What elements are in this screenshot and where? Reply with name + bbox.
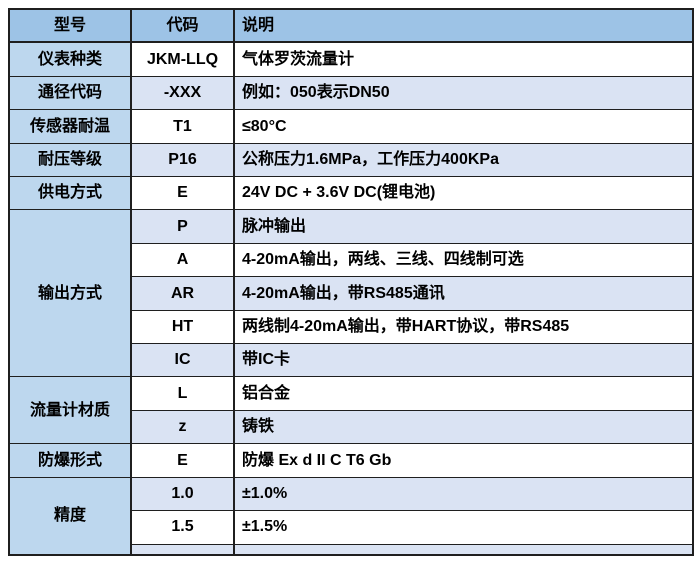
- code-cell: L: [130, 376, 235, 411]
- code-cell: IC: [130, 343, 235, 378]
- spec-row: 仪表种类 JKM-LLQ 气体罗茨流量计: [8, 41, 694, 77]
- description-cell: 铝合金: [233, 376, 694, 411]
- spec-row: 供电方式 E 24V DC + 3.6V DC(锂电池): [8, 176, 694, 211]
- code-cell: JKM-LLQ: [130, 41, 235, 77]
- header-row: 型号 代码 说明: [8, 8, 694, 43]
- spec-row: [9, 543, 694, 556]
- code-cell: 1.0: [130, 476, 235, 512]
- category-cell: 输出方式: [8, 209, 132, 378]
- description-cell: 4-20mA输出，带RS485通讯: [233, 276, 694, 311]
- code-cell: AR: [130, 276, 235, 311]
- column-header-description: 说明: [233, 8, 694, 43]
- code-cell: P: [130, 209, 235, 244]
- description-cell: 两线制4-20mA输出，带HART协议，带RS485: [233, 309, 694, 345]
- code-cell: z: [130, 409, 235, 445]
- description-cell: 铸铁: [233, 409, 694, 445]
- column-header-model: 型号: [8, 8, 132, 43]
- spec-row: AR 4-20mA输出，带RS485通讯: [9, 276, 694, 311]
- description-cell: 例如：050表示DN50: [233, 75, 694, 111]
- code-cell: P16: [130, 142, 235, 178]
- description-cell: 防爆 Ex d II C T6 Gb: [233, 443, 694, 478]
- description-cell: 公称压力1.6MPa，工作压力400KPa: [233, 142, 694, 178]
- spec-row: 流量计材质 L 铝合金: [8, 376, 694, 445]
- description-cell: 气体罗茨流量计: [233, 41, 694, 77]
- spec-row: 传感器耐温 T1 ≤80°C: [8, 109, 694, 144]
- spec-row: A 4-20mA输出，两线、三线、四线制可选: [9, 242, 694, 278]
- category-cell: 防爆形式: [8, 443, 132, 478]
- description-cell: ±1.5%: [233, 510, 694, 545]
- code-cell: [130, 543, 235, 556]
- category-cell: 耐压等级: [8, 142, 132, 178]
- spec-row: 耐压等级 P16 公称压力1.6MPa，工作压力400KPa: [8, 142, 694, 178]
- spec-row: HT 两线制4-20mA输出，带HART协议，带RS485: [9, 309, 694, 345]
- code-cell: E: [130, 176, 235, 211]
- description-cell: 4-20mA输出，两线、三线、四线制可选: [233, 242, 694, 278]
- description-cell: ≤80°C: [233, 109, 694, 144]
- column-header-code: 代码: [130, 8, 235, 43]
- code-cell: HT: [130, 309, 235, 345]
- code-cell: T1: [130, 109, 235, 144]
- spec-row: IC 带IC卡: [9, 343, 694, 378]
- category-cell: 通径代码: [8, 75, 132, 111]
- category-cell: 精度: [8, 476, 132, 556]
- description-cell: 带IC卡: [233, 343, 694, 378]
- product-spec-table: 型号 代码 说明 仪表种类 JKM-LLQ 气体罗茨流量计 通径代码 -XXX 例如：05…: [8, 8, 694, 556]
- spec-row: 通径代码 -XXX 例如：050表示DN50: [8, 75, 694, 111]
- description-cell: 24V DC + 3.6V DC(锂电池): [233, 176, 694, 211]
- category-cell: 传感器耐温: [8, 109, 132, 144]
- spec-table-body: 仪表种类 JKM-LLQ 气体罗茨流量计 通径代码 -XXX 例如：050表示DN50 传感…: [8, 41, 694, 556]
- code-cell: A: [130, 242, 235, 278]
- category-cell: 流量计材质: [8, 376, 132, 445]
- category-cell: 仪表种类: [8, 41, 132, 77]
- code-cell: 1.5: [130, 510, 235, 545]
- spec-row: 精度 1.0 ±1.0%: [8, 476, 694, 556]
- description-cell: ±1.0%: [233, 476, 694, 512]
- category-cell: 供电方式: [8, 176, 132, 211]
- spec-row: 1.5 ±1.5%: [9, 510, 694, 545]
- description-cell: [233, 543, 694, 556]
- code-cell: E: [130, 443, 235, 478]
- spec-row: 防爆形式 E 防爆 Ex d II C T6 Gb: [8, 443, 694, 478]
- description-cell: 脉冲输出: [233, 209, 694, 244]
- code-cell: -XXX: [130, 75, 235, 111]
- spec-row: 输出方式 P 脉冲输出: [8, 209, 694, 378]
